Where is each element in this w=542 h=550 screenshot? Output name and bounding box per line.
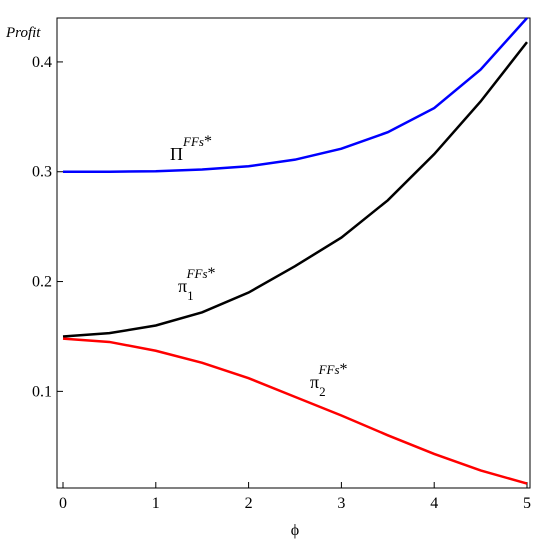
series-line — [62, 337, 528, 485]
series-mark: * — [204, 133, 212, 150]
series-label: ΠFFs* — [170, 133, 212, 164]
y-tick-label: 0.2 — [32, 274, 52, 291]
series-superscript: FFs — [318, 362, 340, 377]
series-subscript: 2 — [319, 384, 326, 399]
y-tick-label: 0.3 — [32, 164, 52, 181]
x-tick-label: 1 — [152, 495, 160, 512]
series-superscript: FFs — [182, 134, 204, 149]
series-symbol: π — [310, 372, 319, 392]
series-label: π2 FFs* — [310, 361, 348, 399]
y-tick-label: 0.1 — [32, 383, 52, 400]
x-axis-title: ϕ — [291, 522, 299, 539]
series-mark: * — [208, 265, 216, 282]
series-subscript: 1 — [187, 288, 194, 303]
series-line — [63, 17, 528, 173]
series-symbol: π — [178, 276, 187, 296]
series-superscript: FFs — [186, 266, 208, 281]
plot-frame — [56, 17, 531, 489]
y-tick-label: 0.4 — [32, 54, 52, 71]
series-mark: * — [340, 361, 348, 378]
x-tick-label: 0 — [59, 495, 67, 512]
x-tick-label: 3 — [337, 495, 345, 512]
series-line — [62, 41, 528, 338]
x-tick-label: 4 — [430, 495, 438, 512]
series-label: π1 FFs* — [178, 265, 216, 303]
x-tick-label: 2 — [245, 495, 253, 512]
x-tick-label: 5 — [523, 495, 531, 512]
y-axis-title: Profit — [5, 25, 41, 41]
series-symbol: Π — [170, 144, 183, 164]
